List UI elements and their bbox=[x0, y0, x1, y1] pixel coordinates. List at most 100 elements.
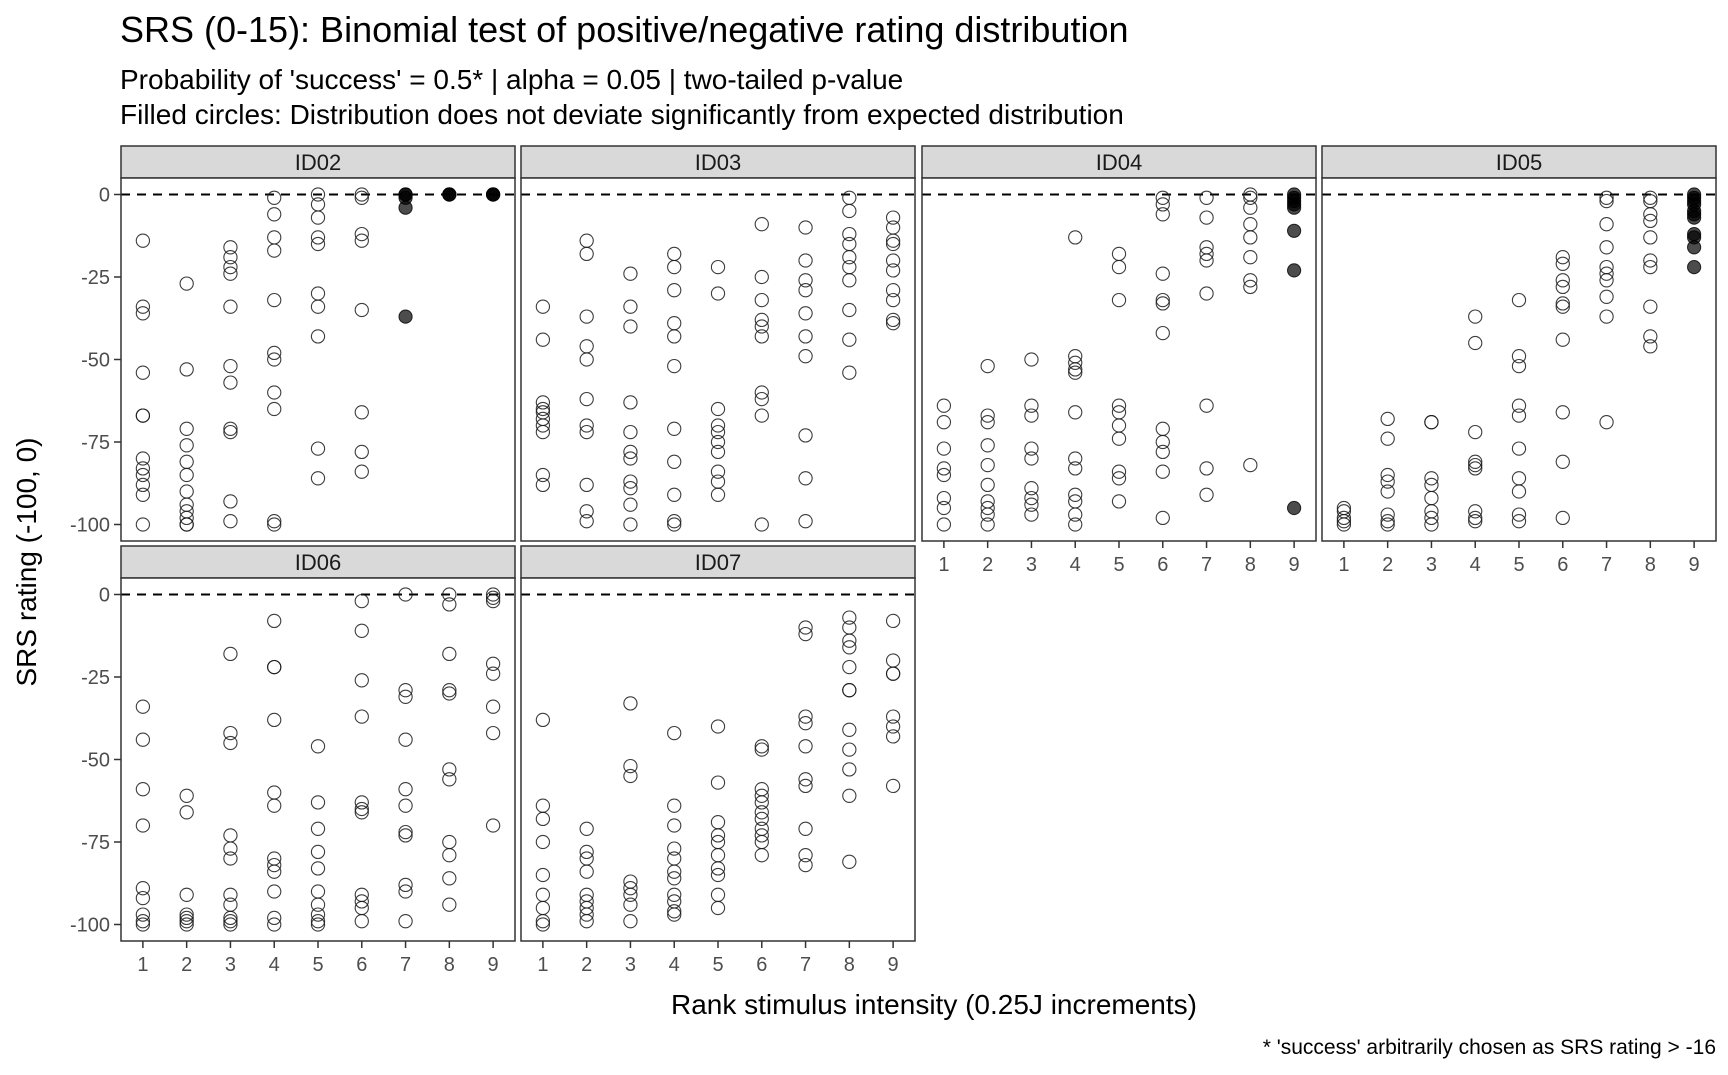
data-point-open bbox=[667, 818, 682, 833]
x-tick-label: 9 bbox=[1689, 554, 1700, 576]
y-tick-label: -25 bbox=[81, 267, 110, 289]
data-point-open bbox=[398, 798, 413, 813]
data-point-open bbox=[885, 210, 901, 225]
data-point-open bbox=[179, 887, 194, 902]
x-tick-label: 1 bbox=[938, 554, 949, 576]
x-tick-label: 6 bbox=[1157, 554, 1168, 576]
x-tick-label: 2 bbox=[982, 554, 993, 576]
data-point-open bbox=[398, 689, 413, 704]
data-point-filled bbox=[1687, 260, 1702, 275]
data-point-open bbox=[1599, 309, 1614, 324]
data-point-open bbox=[1468, 309, 1483, 324]
data-point-open bbox=[754, 742, 769, 757]
data-point-open bbox=[798, 349, 813, 364]
data-point-open bbox=[1599, 240, 1614, 255]
data-point-open bbox=[623, 481, 638, 496]
data-point-open bbox=[442, 587, 457, 602]
data-point-open bbox=[623, 424, 638, 440]
x-tick-label: 4 bbox=[269, 954, 280, 976]
data-point-open bbox=[310, 739, 326, 754]
data-point-open bbox=[885, 233, 901, 248]
data-point-open bbox=[1243, 457, 1258, 473]
data-point-open bbox=[267, 190, 282, 205]
facet-strip-label: ID03 bbox=[695, 150, 741, 175]
data-point-open bbox=[535, 834, 551, 850]
data-point-open bbox=[667, 864, 682, 879]
data-point-open bbox=[667, 907, 682, 922]
x-tick-label: 8 bbox=[844, 954, 855, 976]
data-point-open bbox=[710, 828, 726, 843]
data-point-open bbox=[223, 358, 238, 374]
data-point-open bbox=[710, 434, 726, 450]
data-point-open bbox=[1380, 411, 1395, 427]
data-point-open bbox=[579, 246, 594, 262]
data-point-open bbox=[1380, 507, 1395, 522]
data-point-open bbox=[579, 418, 594, 433]
data-point-open bbox=[798, 857, 813, 873]
data-point-open bbox=[980, 438, 995, 453]
facet-strip-label: ID04 bbox=[1096, 150, 1142, 175]
data-point-open bbox=[442, 683, 457, 698]
data-point-open bbox=[1068, 461, 1083, 476]
x-tick-label: 4 bbox=[669, 954, 680, 976]
facet-strip bbox=[120, 145, 516, 179]
data-point-open bbox=[667, 454, 682, 469]
data-point-open bbox=[579, 907, 594, 922]
facet-panel-id03: ID03 bbox=[520, 145, 916, 542]
data-point-open bbox=[267, 385, 282, 400]
data-point-open bbox=[179, 914, 194, 929]
data-point-open bbox=[623, 497, 638, 512]
data-point-open bbox=[179, 438, 194, 453]
data-point-open bbox=[267, 798, 282, 813]
data-point-open bbox=[1643, 213, 1658, 229]
y-tick-label: 0 bbox=[99, 185, 110, 207]
data-point-open bbox=[179, 467, 194, 483]
data-point-open bbox=[354, 190, 369, 205]
data-point-open bbox=[798, 772, 813, 787]
data-point-open bbox=[179, 917, 194, 932]
data-point-open bbox=[1643, 299, 1658, 314]
data-point-open bbox=[980, 358, 995, 374]
x-tick-label: 4 bbox=[1470, 554, 1481, 576]
data-point-open bbox=[1555, 279, 1570, 295]
data-point-open bbox=[1111, 464, 1127, 479]
data-point-open bbox=[885, 719, 901, 734]
data-point-open bbox=[1199, 210, 1214, 225]
data-point-open bbox=[223, 917, 238, 932]
data-point-filled bbox=[1287, 263, 1302, 278]
data-point-open bbox=[135, 914, 151, 929]
data-point-open bbox=[223, 259, 238, 275]
data-point-open bbox=[1111, 259, 1127, 275]
data-point-open bbox=[667, 259, 682, 275]
data-point-open bbox=[1155, 197, 1170, 212]
data-point-open bbox=[179, 805, 194, 820]
x-tick-label: 2 bbox=[1382, 554, 1393, 576]
x-tick-label: 5 bbox=[1113, 554, 1124, 576]
data-point-open bbox=[842, 226, 857, 242]
y-tick-label: -100 bbox=[70, 515, 110, 537]
data-point-open bbox=[535, 467, 551, 483]
data-point-open bbox=[535, 395, 551, 410]
y-tick-label: -50 bbox=[81, 350, 110, 372]
data-point-open bbox=[1243, 279, 1258, 295]
data-point-open bbox=[936, 517, 952, 532]
data-point-filled bbox=[442, 187, 457, 202]
data-point-open bbox=[535, 914, 551, 929]
data-point-open bbox=[223, 250, 238, 265]
data-point-open bbox=[485, 818, 501, 833]
data-point-open bbox=[842, 722, 857, 737]
facet-strip-label: ID05 bbox=[1496, 150, 1542, 175]
data-point-open bbox=[310, 230, 326, 245]
x-tick-label: 3 bbox=[625, 954, 636, 976]
data-point-open bbox=[754, 739, 769, 754]
data-point-open bbox=[885, 316, 901, 331]
data-point-filled bbox=[1287, 223, 1302, 238]
data-point-open bbox=[754, 329, 769, 344]
data-point-open bbox=[398, 828, 413, 843]
data-point-open bbox=[135, 782, 151, 797]
x-axis-label: Rank stimulus intensity (0.25J increment… bbox=[671, 989, 1197, 1020]
data-point-open bbox=[223, 725, 238, 741]
data-point-open bbox=[885, 729, 901, 744]
y-tick-label: -100 bbox=[70, 915, 110, 937]
data-point-open bbox=[1024, 507, 1039, 522]
